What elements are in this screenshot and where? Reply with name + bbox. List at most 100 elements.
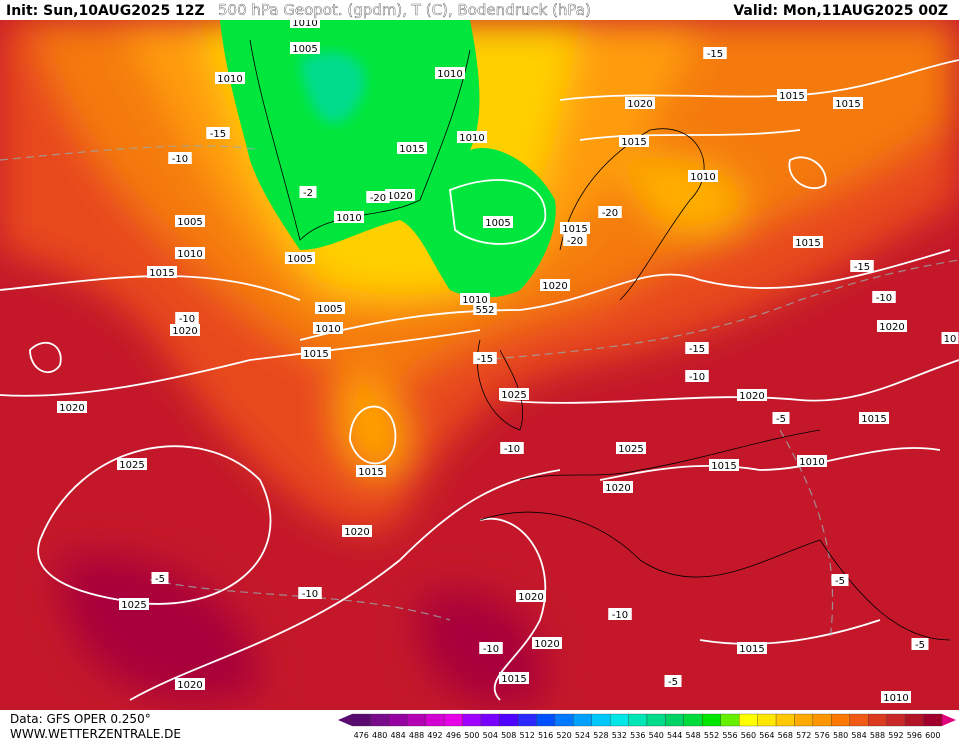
legend-swatch [849,713,869,727]
label-box [479,642,503,654]
isobar-label: 1020 [172,326,197,337]
legend-swatch [609,713,629,727]
isobar-label: -10 [689,372,705,383]
isobar-label: -15 [854,262,870,273]
isobar-label: 1015 [358,467,383,478]
legend-level: 524 [575,731,590,740]
label-box [168,152,192,164]
legend-swatch [554,713,574,727]
legend-level: 580 [833,731,848,740]
legend-level: 588 [870,731,885,740]
legend-level: 480 [372,731,387,740]
label-box [833,97,863,109]
isobar-label: 1015 [149,268,174,279]
label-box [290,42,320,54]
isobar-label: 1005 [292,44,317,55]
isobar-label: 1010 [177,249,202,260]
isobar-label: -10 [876,293,892,304]
label-box [473,303,497,315]
website: WWW.WETTERZENTRALE.DE [10,727,181,741]
legend-level: 484 [390,731,405,740]
legend-level: 540 [649,731,664,740]
legend-level: 500 [464,731,479,740]
label-box [619,135,649,147]
label-box [598,206,622,218]
label-box [290,20,320,28]
legend-swatch [812,713,832,727]
isobar-label: 1010 [690,172,715,183]
isobar-label: 1010 [437,69,462,80]
isobar-label: 1020 [627,99,652,110]
isobar-label: -20 [370,193,386,204]
isobar-label: -15 [210,129,226,140]
label-box [299,186,317,198]
label-box [175,215,205,227]
isobar-label: 1005 [317,304,342,315]
isobar-label: -15 [707,49,723,60]
label-box [483,216,513,228]
isobar-label: 1010 [462,295,487,306]
isobar-label: 1015 [562,224,587,235]
legend-level: 512 [520,731,535,740]
label-box [435,67,465,79]
isobar-label: 1020 [59,403,84,414]
legend-swatch [665,713,685,727]
legend-level: 548 [685,731,700,740]
label-box [366,191,390,203]
label-box [342,525,372,537]
label-box [532,637,562,649]
label-box [941,332,959,344]
label-box [397,142,427,154]
label-box [850,260,874,272]
legend-swatch [536,713,555,727]
legend-level: 528 [593,731,608,740]
legend-arrow-left [338,714,352,726]
color-legend: 476 480 484 488 492 496 500 504 508 512 516 520 524 5… [338,713,956,740]
legend-swatch [720,713,740,727]
label-box [777,89,807,101]
label-box [540,279,570,291]
isobar-label: -5 [915,640,925,651]
label-box [119,598,149,610]
isobar-label: 1005 [287,254,312,265]
label-box [175,312,199,324]
isobar-label: -10 [504,444,520,455]
isobar-label: 1010 [883,693,908,704]
legend-level: 508 [501,731,516,740]
isobar-label: 1015 [739,644,764,655]
legend-level: 532 [612,731,627,740]
legend-swatch [351,713,371,727]
isobar-label: 1020 [542,281,567,292]
isobar-label: 1010 [292,18,317,29]
isobar-label: 1020 [177,680,202,691]
label-box [457,131,487,143]
legend-level: 576 [815,731,830,740]
label-box [831,574,849,586]
map-field: 101010051010-15-10100510101015-101020102… [0,18,959,710]
legend-swatch [923,713,943,727]
label-box [117,458,147,470]
isobar-label: -5 [155,574,165,585]
label-box [301,347,331,359]
data-source: Data: GFS OPER 0.250° [10,712,151,726]
isobar-label: 1015 [861,414,886,425]
isobar-label: -10 [612,610,628,621]
isobar-label: 1015 [795,238,820,249]
legend-swatch [868,713,887,727]
isobar-label: 1010 [217,74,242,85]
legend-level: 476 [354,731,369,740]
label-box [460,293,490,305]
label-box [298,587,322,599]
isobar-label: 1015 [835,99,860,110]
legend-swatch [886,713,906,727]
init-time: Init: Sun,10AUG2025 12Z [6,3,205,19]
isobar-label: -15 [477,354,493,365]
legend-level: 592 [888,731,903,740]
label-box [215,72,245,84]
isobar-label: 1020 [518,592,543,603]
isobar-label: 1020 [605,483,630,494]
label-box [334,211,364,223]
legend-swatch [739,713,758,727]
isobar-label: 1025 [119,460,144,471]
